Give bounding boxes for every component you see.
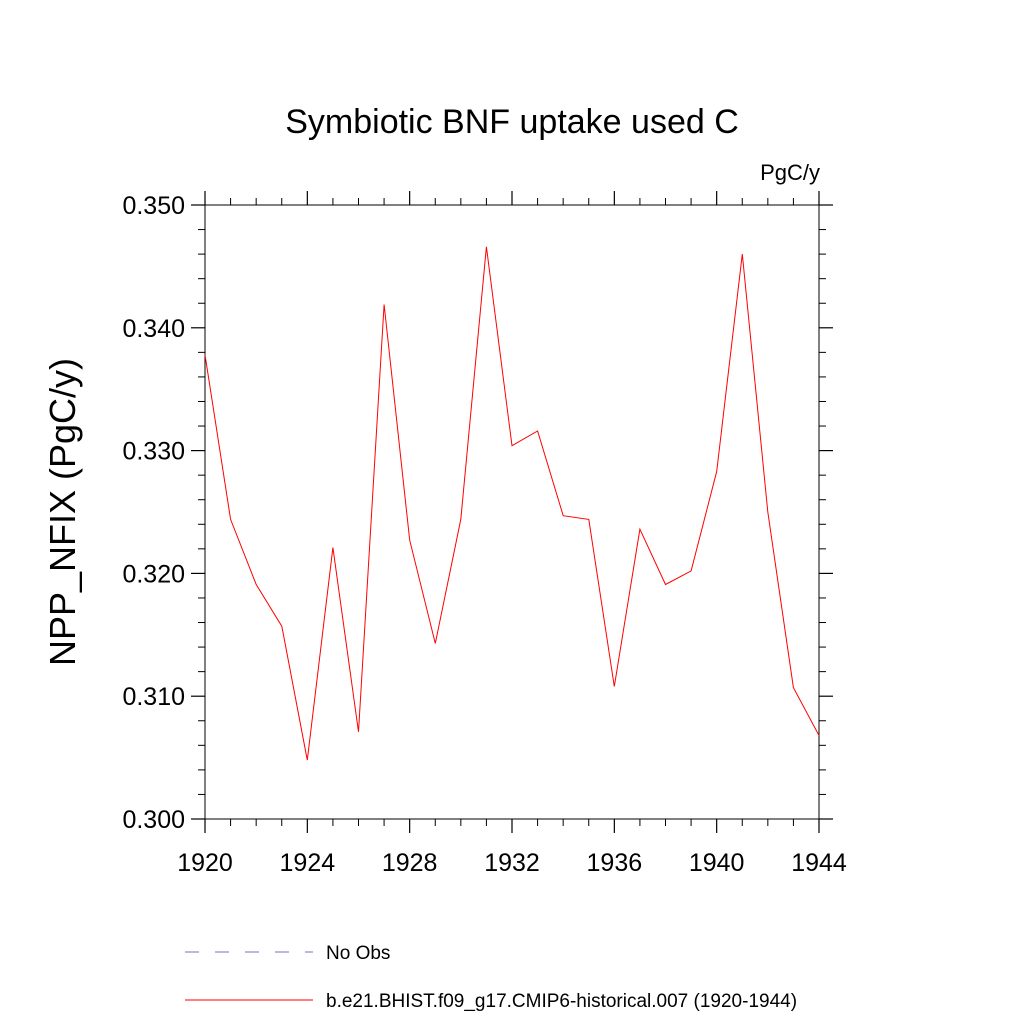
- y-tick-label: 0.300: [122, 806, 185, 834]
- series-layer: [204, 246, 820, 761]
- x-tick-label: 1944: [791, 849, 847, 877]
- units-label: PgC/y: [760, 160, 820, 185]
- legend-label: No Obs: [326, 943, 390, 964]
- chart-title: Symbiotic BNF uptake used C: [285, 103, 739, 141]
- y-tick-label: 0.330: [122, 438, 185, 466]
- x-tick-label: 1928: [382, 849, 438, 877]
- x-tick-label: 1936: [587, 849, 643, 877]
- y-tick-label: 0.350: [122, 192, 185, 220]
- y-axis-label: NPP_NFIX (PgC/y): [42, 358, 83, 666]
- series-line: [204, 246, 820, 761]
- x-tick-label: 1940: [689, 849, 745, 877]
- x-tick-label: 1920: [177, 849, 233, 877]
- x-tick-label: 1924: [280, 849, 336, 877]
- y-tick-label: 0.310: [122, 683, 185, 711]
- legend-label: b.e21.BHIST.f09_g17.CMIP6-historical.007…: [326, 991, 797, 1012]
- y-tick-label: 0.340: [122, 315, 185, 343]
- x-tick-label: 1932: [484, 849, 540, 877]
- y-tick-label: 0.320: [122, 560, 185, 588]
- axes: 1920 1924 1928 1932 1936 1940 1944 0.300 0.310 0.…: [122, 191, 847, 877]
- legend: No Obs b.e21.BHIST.f09_g17.CMIP6-historic…: [185, 943, 797, 1012]
- plot-frame: [204, 204, 820, 820]
